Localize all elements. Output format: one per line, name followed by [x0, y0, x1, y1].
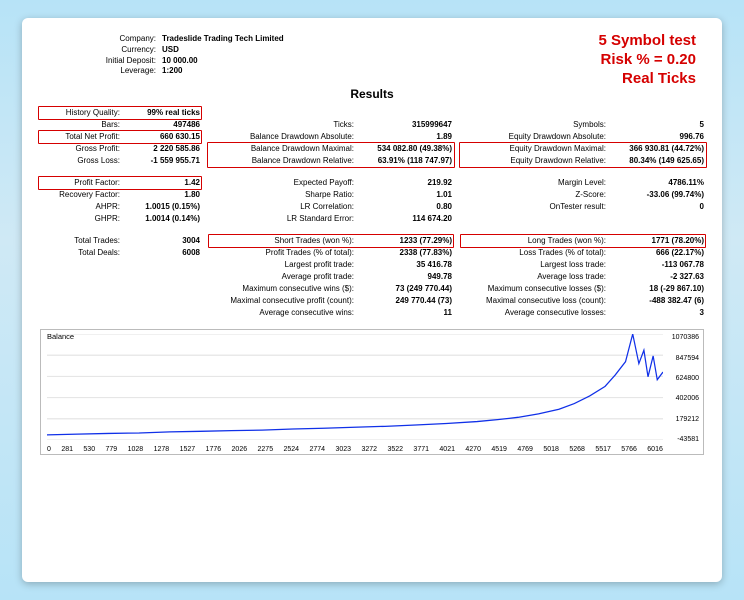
lr-stderr-row: LR Standard Error:114 674.20 — [210, 213, 452, 225]
equity-dd-abs-row: Equity Drawdown Absolute:996.76 — [462, 131, 704, 143]
results-col-2: .. Ticks:315999647 Balance Drawdown Abso… — [210, 107, 452, 319]
history-quality-row: History Quality:99% real ticks — [38, 106, 202, 120]
chart-title: Balance — [47, 332, 74, 341]
short-trades-row: Short Trades (won %):1233 (77.29%) — [208, 234, 454, 248]
leverage-value: 1:200 — [162, 66, 182, 77]
total-net-profit-row: Total Net Profit:660 630.15 — [38, 130, 202, 144]
currency-label: Currency: — [82, 45, 156, 56]
total-trades-row: Total Trades:3004 — [40, 235, 200, 247]
profit-trades-pct-row: Profit Trades (% of total):2338 (77.83%) — [210, 247, 452, 259]
results-col-3: .. Symbols:5 Equity Drawdown Absolute:99… — [462, 107, 704, 319]
deposit-label: Initial Deposit: — [82, 56, 156, 67]
annotation-box: 5 Symbol test Risk % = 0.20 Real Ticks — [598, 32, 696, 88]
lr-correlation-row: LR Correlation:0.80 — [210, 201, 452, 213]
loss-trades-pct-row: Loss Trades (% of total):666 (22.17%) — [462, 247, 704, 259]
annot-line-1: 5 Symbol test — [598, 32, 696, 51]
annot-line-2: Risk % = 0.20 — [598, 51, 696, 70]
recovery-factor-row: Recovery Factor:1.80 — [40, 189, 200, 201]
x-tick-label: 4769 — [517, 446, 533, 453]
results-col-1: History Quality:99% real ticks Bars:4974… — [40, 107, 200, 319]
x-tick-label: 2026 — [232, 446, 248, 453]
long-trades-row: Long Trades (won %):1771 (78.20%) — [460, 234, 706, 248]
company-label: Company: — [82, 34, 156, 45]
max-consec-losses-row: Maximum consecutive losses ($):18 (-29 8… — [462, 283, 704, 295]
leverage-label: Leverage: — [82, 66, 156, 77]
profit-factor-row: Profit Factor:1.42 — [38, 176, 202, 190]
ahpr-row: AHPR:1.0015 (0.15%) — [40, 201, 200, 213]
y-tick-label: 847594 — [676, 355, 699, 362]
ontester-row: OnTester result:0 — [462, 201, 704, 213]
x-tick-label: 5018 — [543, 446, 559, 453]
y-tick-label: 1070386 — [672, 334, 699, 341]
x-tick-label: 3522 — [387, 446, 403, 453]
margin-level-row: Margin Level:4786.11% — [462, 177, 704, 189]
x-tick-label: 2275 — [258, 446, 274, 453]
gross-profit-row: Gross Profit:2 220 585.86 — [40, 143, 200, 155]
x-tick-label: 5268 — [569, 446, 585, 453]
balance-dd-highlight: Balance Drawdown Maximal:534 082.80 (49.… — [207, 142, 455, 168]
deposit-value: 10 000.00 — [162, 56, 198, 67]
x-tick-label: 3771 — [413, 446, 429, 453]
balance-dd-max-row: Balance Drawdown Maximal:534 082.80 (49.… — [210, 143, 452, 155]
equity-dd-highlight: Equity Drawdown Maximal:366 930.81 (44.7… — [459, 142, 707, 168]
x-axis: 0 281 530 779 1028 1278 1527 1776 2026 2275 2524 27… — [47, 446, 663, 453]
x-tick-label: 0 — [47, 446, 51, 453]
expected-payoff-row: Expected Payoff:219.92 — [210, 177, 452, 189]
x-tick-label: 1776 — [206, 446, 222, 453]
avg-profit-trade-row: Average profit trade:949.78 — [210, 271, 452, 283]
x-tick-label: 6016 — [647, 446, 663, 453]
y-tick-label: 179212 — [676, 416, 699, 423]
x-tick-label: 779 — [106, 446, 118, 453]
balance-dd-abs-row: Balance Drawdown Absolute:1.89 — [210, 131, 452, 143]
x-tick-label: 281 — [61, 446, 73, 453]
report-sheet: 5 Symbol test Risk % = 0.20 Real Ticks C… — [22, 18, 722, 582]
results-grid: History Quality:99% real ticks Bars:4974… — [40, 107, 704, 319]
x-tick-label: 3023 — [335, 446, 351, 453]
avg-consec-losses-row: Average consecutive losses:3 — [462, 307, 704, 319]
x-tick-label: 530 — [83, 446, 95, 453]
max-consec-loss-count-row: Maximal consecutive loss (count):-488 38… — [462, 295, 704, 307]
gross-loss-row: Gross Loss:-1 559 955.71 — [40, 155, 200, 167]
largest-loss-trade-row: Largest loss trade:-113 067.78 — [462, 259, 704, 271]
x-tick-label: 2524 — [284, 446, 300, 453]
max-consec-profit-row: Maximal consecutive profit (count):249 7… — [210, 295, 452, 307]
balance-dd-rel-row: Balance Drawdown Relative:63.91% (118 74… — [210, 155, 452, 167]
z-score-row: Z-Score:-33.06 (99.74%) — [462, 189, 704, 201]
company-value: Tradeslide Trading Tech Limited — [162, 34, 284, 45]
x-tick-label: 2774 — [309, 446, 325, 453]
avg-consec-wins-row: Average consecutive wins:11 — [210, 307, 452, 319]
x-tick-label: 1527 — [180, 446, 196, 453]
ticks-row: Ticks:315999647 — [210, 119, 452, 131]
total-deals-row: Total Deals:6008 — [40, 247, 200, 259]
balance-curve — [47, 334, 663, 435]
x-tick-label: 1278 — [154, 446, 170, 453]
balance-svg — [47, 334, 663, 440]
x-tick-label: 4519 — [491, 446, 507, 453]
chart-grid — [47, 334, 663, 440]
x-tick-label: 5517 — [595, 446, 611, 453]
annot-line-3: Real Ticks — [598, 70, 696, 89]
largest-profit-trade-row: Largest profit trade:35 416.78 — [210, 259, 452, 271]
currency-value: USD — [162, 45, 179, 56]
y-tick-label: 624800 — [676, 375, 699, 382]
equity-dd-max-row: Equity Drawdown Maximal:366 930.81 (44.7… — [462, 143, 704, 155]
results-title: Results — [40, 87, 704, 101]
symbols-row: Symbols:5 — [462, 119, 704, 131]
y-tick-label: 402006 — [676, 395, 699, 402]
balance-chart: Balance 0 281 530 779 1028 1278 1527 1776 2026 22… — [40, 329, 704, 455]
x-tick-label: 4021 — [439, 446, 455, 453]
x-tick-label: 3272 — [361, 446, 377, 453]
x-tick-label: 5766 — [621, 446, 637, 453]
max-consec-wins-row: Maximum consecutive wins ($):73 (249 770… — [210, 283, 452, 295]
sharpe-ratio-row: Sharpe Ratio:1.01 — [210, 189, 452, 201]
y-tick-label: -43581 — [677, 436, 699, 443]
equity-dd-rel-row: Equity Drawdown Relative:80.34% (149 625… — [462, 155, 704, 167]
x-tick-label: 1028 — [128, 446, 144, 453]
ghpr-row: GHPR:1.0014 (0.14%) — [40, 213, 200, 225]
avg-loss-trade-row: Average loss trade:-2 327.63 — [462, 271, 704, 283]
x-tick-label: 4270 — [465, 446, 481, 453]
